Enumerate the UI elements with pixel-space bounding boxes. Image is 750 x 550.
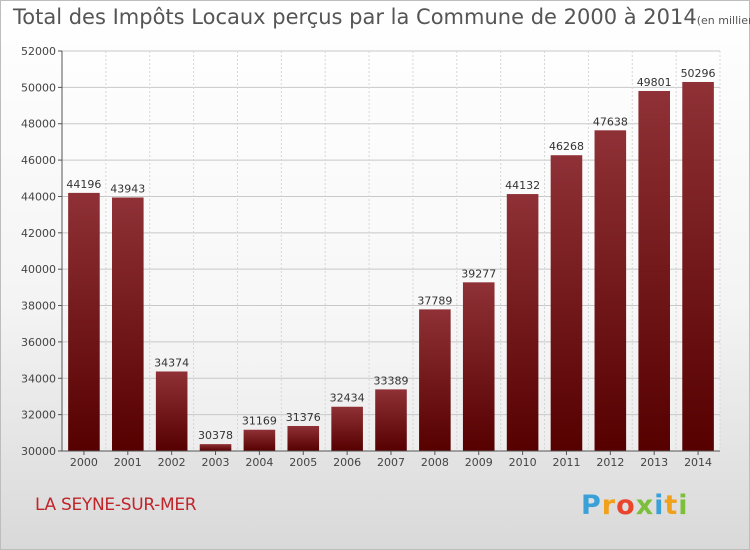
data-label: 49801 <box>637 76 672 89</box>
bars <box>68 81 714 452</box>
x-tick-label: 2000 <box>70 456 98 469</box>
y-tick-label: 46000 <box>21 154 56 167</box>
x-tick-label: 2008 <box>421 456 449 469</box>
bar <box>638 90 670 452</box>
data-label: 43943 <box>110 182 145 195</box>
x-tick-label: 2007 <box>377 456 405 469</box>
data-label: 44132 <box>505 179 540 192</box>
logo-letter: r <box>601 490 617 521</box>
x-tick-label: 2009 <box>465 456 493 469</box>
data-label: 34374 <box>154 356 189 369</box>
logo-letter: i <box>678 490 689 521</box>
bar <box>682 81 714 452</box>
data-label: 31376 <box>286 411 321 424</box>
logo-letter: t <box>664 490 679 521</box>
data-label: 50296 <box>681 67 716 80</box>
bar <box>199 444 232 451</box>
data-label: 37789 <box>417 294 452 307</box>
x-tick-label: 2014 <box>684 456 712 469</box>
data-label: 44196 <box>66 178 101 191</box>
chart-title: Total des Impôts Locaux perçus par la Co… <box>13 5 750 29</box>
data-label: 47638 <box>593 115 628 128</box>
x-tick-label: 2006 <box>333 456 361 469</box>
data-label: 30378 <box>198 429 233 442</box>
bar <box>112 197 144 451</box>
logo-letter: i <box>654 490 665 521</box>
x-tick-label: 2002 <box>158 456 186 469</box>
x-tick-label: 2011 <box>552 456 580 469</box>
bar <box>331 406 363 451</box>
y-tick-label: 40000 <box>21 263 56 276</box>
bar <box>155 371 188 451</box>
data-label: 32434 <box>330 392 365 405</box>
y-tick-label: 52000 <box>21 45 56 58</box>
y-tick-label: 30000 <box>21 445 56 458</box>
data-label: 46268 <box>549 140 584 153</box>
bar <box>375 389 407 451</box>
y-tick-label: 50000 <box>21 81 56 94</box>
x-tick-label: 2005 <box>289 456 317 469</box>
y-tick-label: 36000 <box>21 336 56 349</box>
y-tick-label: 38000 <box>21 300 56 313</box>
x-tick-label: 2001 <box>114 456 142 469</box>
logo-letter: o <box>616 490 636 521</box>
y-tick-label: 48000 <box>21 118 56 131</box>
bar <box>419 309 451 451</box>
x-tick-label: 2003 <box>202 456 230 469</box>
chart-title-text: Total des Impôts Locaux perçus par la Co… <box>13 5 697 29</box>
labels: 30000 32000 34000 36000 38000 40000 42000 44000… <box>21 45 716 469</box>
y-tick-label: 34000 <box>21 372 56 385</box>
bar <box>506 194 539 451</box>
bar <box>550 155 583 451</box>
proxiti-logo[interactable]: Proxiti <box>581 490 689 521</box>
axes <box>58 50 720 455</box>
bar <box>594 130 627 452</box>
bar <box>68 192 100 451</box>
y-tick-label: 44000 <box>21 190 56 203</box>
data-label: 39277 <box>461 267 496 280</box>
bar <box>462 282 495 451</box>
bar <box>243 429 276 451</box>
x-tick-label: 2004 <box>245 456 273 469</box>
x-tick-label: 2012 <box>596 456 624 469</box>
chart-unit: (en milliers d'€) <box>696 14 750 27</box>
y-tick-label: 42000 <box>21 227 56 240</box>
commune-name: LA SEYNE-SUR-MER <box>35 495 197 515</box>
data-label: 33389 <box>374 374 409 387</box>
logo-letter: x <box>635 490 655 521</box>
y-tick-label: 32000 <box>21 409 56 422</box>
logo-letter: P <box>581 490 602 521</box>
bar <box>287 425 320 451</box>
x-tick-label: 2013 <box>640 456 668 469</box>
data-label: 31169 <box>242 415 277 428</box>
x-tick-label: 2010 <box>509 456 537 469</box>
